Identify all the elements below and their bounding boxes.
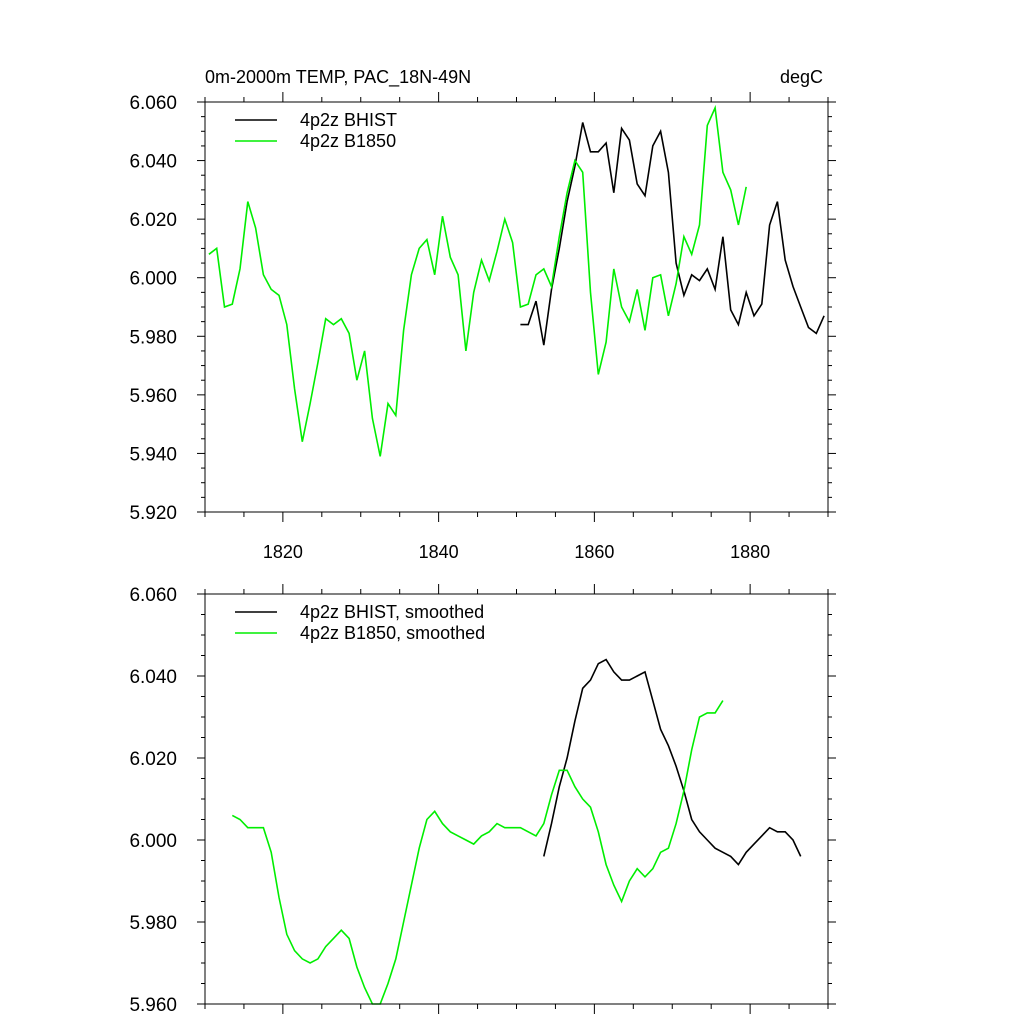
series-line-bhist xyxy=(520,122,825,346)
y-tick-label: 5.980 xyxy=(129,327,177,348)
x-tick-label: 1840 xyxy=(419,542,459,562)
legend-label: 4p2z BHIST xyxy=(300,110,397,130)
y-tick-label: 6.020 xyxy=(129,210,177,231)
y-tick-label: 5.960 xyxy=(129,995,177,1016)
series-line-b1850 xyxy=(208,104,747,457)
series-line-bhist xyxy=(543,658,802,866)
bottom-panel: 5.960 5.980 6.000 6.020 6.040 6.060 4p2z BHIS… xyxy=(129,584,836,1016)
y-tick-label: 6.060 xyxy=(129,93,177,114)
y-tick-label: 6.000 xyxy=(129,831,177,852)
bottom-plot-frame xyxy=(204,593,829,1005)
series-line-b1850 xyxy=(231,700,724,1005)
y-tick-label: 6.000 xyxy=(129,269,177,290)
x-tick-label: 1880 xyxy=(730,542,770,562)
x-tick-label: 1820 xyxy=(263,542,303,562)
y-tick-label: 5.960 xyxy=(129,386,177,407)
legend-label: 4p2z B1850, smoothed xyxy=(300,623,485,643)
legend-label: 4p2z B1850 xyxy=(300,131,396,151)
y-tick-label: 5.920 xyxy=(129,503,177,524)
legend-label: 4p2z BHIST, smoothed xyxy=(300,602,484,622)
chart-title-units: degC xyxy=(780,67,823,87)
chart-title-left: 0m-2000m TEMP, PAC_18N-49N xyxy=(205,67,471,88)
y-tick-label: 5.980 xyxy=(129,913,177,934)
top-panel: 5.920 5.940 5.960 5.980 6.000 6.020 6.040 6.060… xyxy=(129,92,836,562)
y-tick-label: 6.040 xyxy=(129,667,177,688)
x-tick-label: 1860 xyxy=(574,542,614,562)
y-tick-label: 5.940 xyxy=(129,444,177,465)
y-tick-label: 6.020 xyxy=(129,749,177,770)
top-plot-frame xyxy=(204,101,829,513)
y-tick-label: 6.040 xyxy=(129,152,177,173)
y-tick-label: 6.060 xyxy=(129,585,177,606)
